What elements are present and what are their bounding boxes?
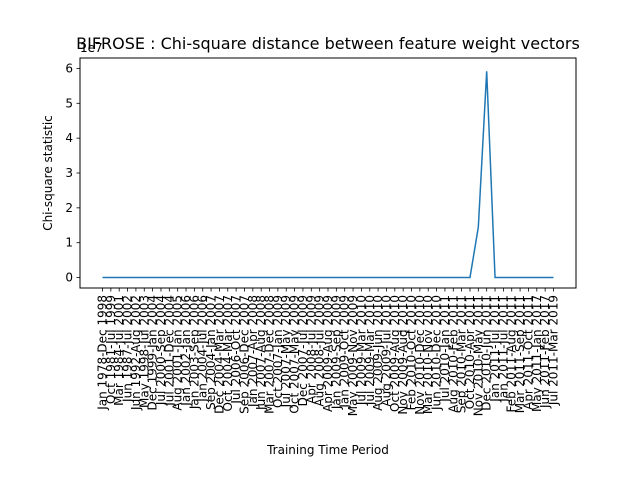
- y-tick-label: 3: [65, 166, 73, 180]
- chart-title: BIFROSE : Chi-square distance between fe…: [76, 34, 580, 53]
- y-tick-label: 2: [65, 201, 73, 215]
- y-tick-label: 0: [65, 271, 73, 285]
- y-axis-label: Chi-square statistic: [41, 115, 55, 231]
- series-line: [103, 71, 554, 277]
- x-tick-label: Jul 2011-Mar 2019: [547, 295, 561, 406]
- y-offset-label: 1e7: [80, 41, 103, 55]
- plot-frame: [80, 58, 576, 288]
- y-tick-label: 5: [65, 96, 73, 110]
- plot-area: [102, 71, 553, 277]
- y-tick-label: 1: [65, 236, 73, 250]
- y-axis: 0 1 2 3 4 5 6: [65, 61, 80, 284]
- x-axis-label: Training Time Period: [266, 443, 389, 457]
- y-tick-label: 4: [65, 131, 73, 145]
- y-tick-label: 6: [65, 61, 73, 75]
